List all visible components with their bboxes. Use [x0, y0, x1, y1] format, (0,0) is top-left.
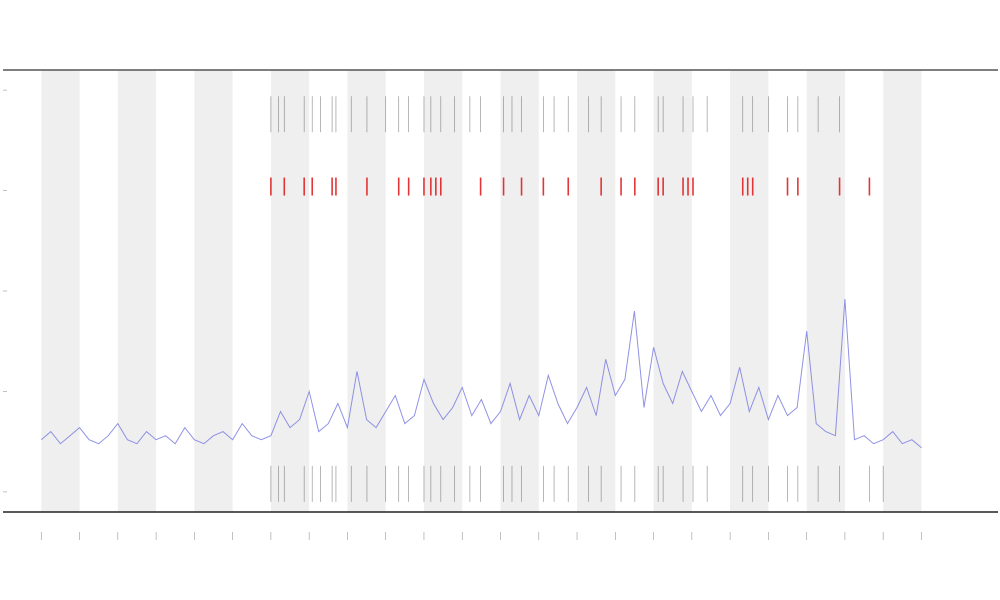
shade-band [270, 70, 310, 512]
shade-band [577, 70, 616, 512]
shade-band [806, 70, 845, 512]
shade-band [423, 70, 463, 512]
shade-band [41, 70, 80, 512]
shade-band [653, 70, 692, 512]
shade-band [117, 70, 157, 512]
shade-band [500, 70, 539, 512]
shade-band [730, 70, 769, 512]
shade-band [883, 70, 922, 512]
shading [41, 70, 922, 512]
shade-band [194, 70, 233, 512]
shade-band [347, 70, 386, 512]
signal-line [40, 298, 922, 449]
